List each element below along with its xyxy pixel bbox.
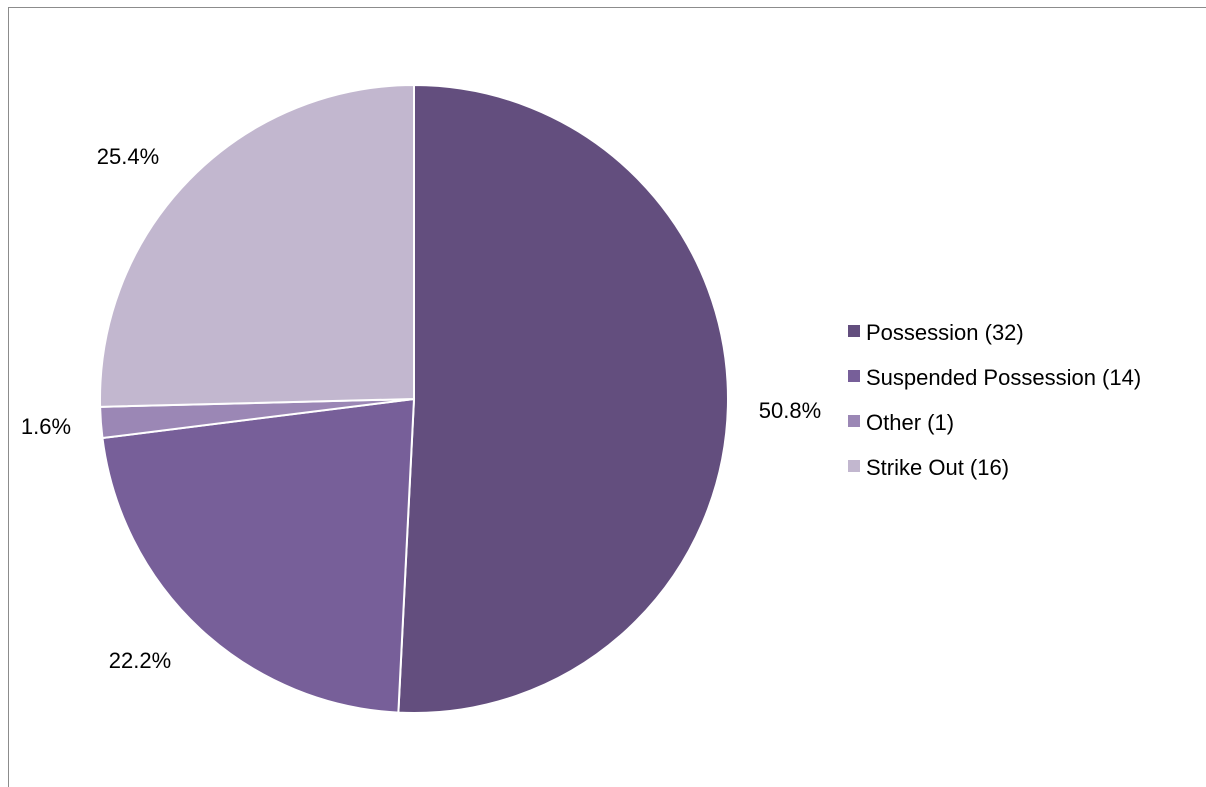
chart-frame	[8, 7, 1206, 787]
percent-label-2: 22.2%	[109, 648, 171, 673]
legend-label-1: Possession (32)	[866, 320, 1024, 345]
pie-slices	[99, 83, 729, 714]
legend-swatch-4	[848, 460, 860, 472]
pie-slice-1	[397, 83, 729, 714]
legend-swatch-1	[848, 325, 860, 337]
percent-label-4: 25.4%	[97, 144, 159, 169]
percent-label-3: 1.6%	[21, 414, 71, 439]
legend-label-3: Other (1)	[866, 410, 954, 435]
legend-label-4: Strike Out (16)	[866, 455, 1009, 480]
percent-labels: 50.8% 22.2% 1.6% 25.4%	[21, 144, 821, 673]
pie-slice-4	[99, 83, 415, 408]
percent-label-1: 50.8%	[759, 398, 821, 423]
legend: Possession (32) Suspended Possession (14)…	[848, 320, 1141, 480]
legend-label-2: Suspended Possession (14)	[866, 365, 1141, 390]
legend-swatch-2	[848, 370, 860, 382]
legend-swatch-3	[848, 415, 860, 427]
pie-slice-2	[101, 397, 416, 714]
